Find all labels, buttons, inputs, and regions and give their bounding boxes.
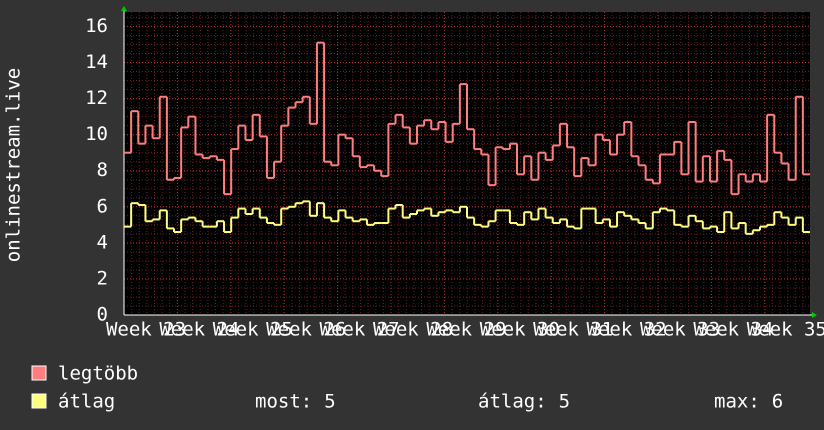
x-tick-label: Week 29 [426, 319, 506, 341]
stat-label: max: [714, 391, 760, 413]
y-tick-label: 6 [97, 195, 108, 217]
x-tick-label: Week 23 [106, 319, 186, 341]
x-tick-label: Week 26 [266, 319, 346, 341]
y-axis-label: onlinestream.live [3, 68, 25, 262]
axis-arrow [812, 312, 817, 318]
y-tick-label: 16 [85, 15, 108, 37]
legend-swatch [31, 393, 47, 409]
x-tick-label: Week 27 [320, 319, 400, 341]
stat-label: átlag: [478, 391, 547, 413]
x-tick-label: Week 32 [587, 319, 667, 341]
y-tick-label: 10 [85, 123, 108, 145]
legend-swatch [31, 365, 47, 381]
y-tick-label: 8 [97, 159, 108, 181]
axis-arrow [121, 6, 127, 11]
x-tick-label: Week 24 [159, 319, 239, 341]
stat-value: 5 [559, 391, 570, 413]
legend-label: legtöbb [58, 363, 138, 385]
y-tick-label: 2 [97, 267, 108, 289]
x-tick-label: Week 30 [480, 319, 560, 341]
x-tick-label: Week 33 [640, 319, 720, 341]
x-tick-label: Week 34 [693, 319, 773, 341]
legend-label: átlag [58, 391, 115, 413]
y-tick-label: 4 [97, 231, 108, 253]
x-tick-label: Week 25 [213, 319, 293, 341]
x-tick-label: Week 35 [747, 319, 824, 341]
stat-label: most: [255, 391, 312, 413]
stat-value: 6 [772, 391, 783, 413]
y-tick-label: 14 [85, 51, 108, 73]
stat-value: 5 [324, 391, 335, 413]
x-tick-label: Week 31 [533, 319, 613, 341]
y-tick-label: 0 [97, 304, 108, 326]
y-tick-label: 12 [85, 87, 108, 109]
x-tick-label: Week 28 [373, 319, 453, 341]
